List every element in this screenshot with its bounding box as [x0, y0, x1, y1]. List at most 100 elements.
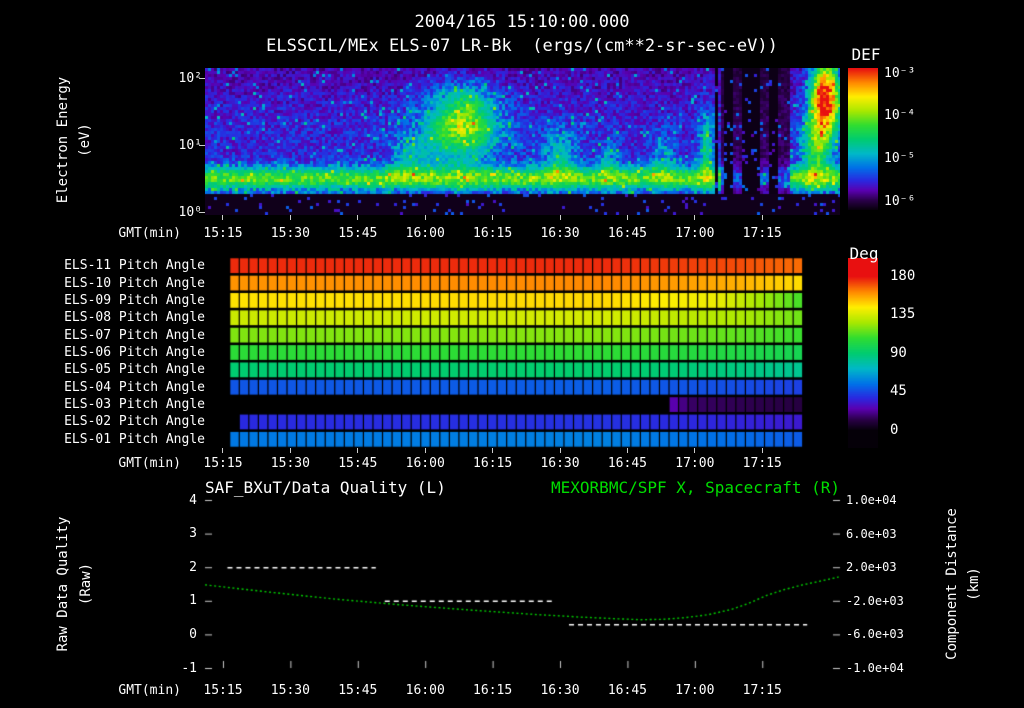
- gmt-axis-label-pitch: GMT(min): [118, 456, 181, 471]
- time-tick-spec: 17:00: [675, 225, 715, 241]
- quality-tick: 2: [189, 559, 197, 575]
- axis-tick-mark: [559, 448, 561, 453]
- time-tick-ts: 16:00: [405, 682, 445, 698]
- time-tick-ts: 16:15: [473, 682, 513, 698]
- time-tick-spec: 16:30: [540, 225, 580, 241]
- axis-tick-mark: [289, 215, 291, 220]
- gmt-axis-label-timeseries: GMT(min): [118, 683, 181, 698]
- timeseries-plot: [198, 494, 848, 678]
- time-tick-spec: 16:45: [607, 225, 647, 241]
- time-tick-spec: 15:45: [338, 225, 378, 241]
- axis-tick-mark: [694, 215, 696, 220]
- deg-colorbar-tick: 90: [890, 344, 907, 361]
- time-tick-spec: 17:15: [742, 225, 782, 241]
- spectrogram-title: ELSSCIL/MEx ELS-07 LR-Bk (ergs/(cm**2-sr…: [266, 36, 778, 56]
- axis-tick-mark: [761, 215, 763, 220]
- left-series-title: SAF_BXuT/Data Quality (L): [205, 478, 446, 497]
- time-tick-pitch: 16:30: [540, 455, 580, 471]
- time-tick-ts: 17:15: [742, 682, 782, 698]
- axis-tick-mark: [424, 215, 426, 220]
- energy-tick: 10²: [178, 70, 202, 86]
- axis-tick-mark: [199, 144, 205, 146]
- axis-tick-mark: [492, 215, 494, 220]
- def-colorbar-tick: 10⁻⁶: [884, 193, 916, 209]
- right-y-axis-units: (km): [966, 567, 982, 601]
- axis-tick-mark: [222, 215, 224, 220]
- axis-tick-mark: [289, 448, 291, 453]
- pitch-row-label: ELS-07 Pitch Angle: [64, 327, 205, 343]
- right-y-axis-title: Component Distance: [944, 508, 960, 660]
- def-colorbar-tick: 10⁻⁴: [884, 108, 916, 124]
- time-tick-pitch: 16:15: [473, 455, 513, 471]
- time-tick-pitch: 15:30: [270, 455, 310, 471]
- pitch-angle-heatmap: [205, 257, 840, 448]
- axis-tick-mark: [761, 448, 763, 453]
- axis-tick-mark: [357, 215, 359, 220]
- time-tick-ts: 17:00: [675, 682, 715, 698]
- time-tick-ts: 15:45: [338, 682, 378, 698]
- axis-tick-mark: [694, 448, 696, 453]
- left-y-axis-title: Raw Data Quality: [55, 516, 71, 652]
- def-colorbar-tick: 10⁻³: [884, 65, 916, 81]
- def-colorbar: [848, 68, 878, 210]
- pitch-row-label: ELS-01 Pitch Angle: [64, 431, 205, 447]
- axis-tick-mark: [357, 448, 359, 453]
- quality-tick: -1: [181, 660, 197, 676]
- page-title: 2004/165 15:10:00.000: [414, 12, 630, 32]
- deg-colorbar: [848, 258, 878, 448]
- gmt-axis-label-spectrogram: GMT(min): [118, 226, 181, 241]
- distance-tick: 6.0e+03: [846, 526, 897, 541]
- spectrogram-y-axis-units: (eV): [77, 123, 93, 157]
- pitch-row-label: ELS-08 Pitch Angle: [64, 310, 205, 326]
- axis-tick-mark: [199, 211, 205, 213]
- distance-tick: -2.0e+03: [846, 593, 904, 608]
- energy-tick: 10⁰: [178, 204, 202, 220]
- pitch-row-label: ELS-04 Pitch Angle: [64, 379, 205, 395]
- time-tick-pitch: 16:45: [607, 455, 647, 471]
- pitch-row-label: ELS-06 Pitch Angle: [64, 345, 205, 360]
- pitch-row-label: ELS-03 Pitch Angle: [64, 397, 205, 413]
- left-y-axis-units: (Raw): [78, 562, 94, 606]
- electron-spectrogram-heatmap: [205, 68, 840, 215]
- time-tick-ts: 15:15: [203, 682, 243, 698]
- axis-tick-mark: [626, 448, 628, 453]
- axis-tick-mark: [626, 215, 628, 220]
- axis-tick-mark: [424, 448, 426, 453]
- pitch-row-label: ELS-11 Pitch Angle: [64, 258, 205, 274]
- time-tick-pitch: 17:15: [742, 455, 782, 471]
- spectrogram-y-axis-title: Electron Energy: [55, 76, 71, 204]
- time-tick-spec: 16:15: [473, 225, 513, 241]
- time-tick-spec: 16:00: [405, 225, 445, 241]
- deg-colorbar-tick: 45: [890, 383, 907, 400]
- quality-tick: 3: [189, 526, 197, 542]
- time-tick-pitch: 16:00: [405, 455, 445, 471]
- pitch-row-label: ELS-09 Pitch Angle: [64, 292, 205, 308]
- time-tick-spec: 15:30: [270, 225, 310, 241]
- time-tick-pitch: 15:45: [338, 455, 378, 471]
- deg-colorbar-title: Deg: [849, 244, 879, 263]
- distance-tick: -6.0e+03: [846, 627, 904, 642]
- time-tick-ts: 16:30: [540, 682, 580, 698]
- right-series-title: MEXORBMC/SPF X, Spacecraft (R): [551, 478, 840, 497]
- deg-colorbar-tick: 180: [890, 267, 916, 284]
- distance-tick: -1.0e+04: [846, 661, 904, 675]
- quality-tick: 4: [189, 492, 197, 508]
- quality-tick: 1: [189, 593, 197, 609]
- time-tick-ts: 16:45: [607, 682, 647, 698]
- time-tick-spec: 15:15: [203, 225, 243, 241]
- energy-tick: 10¹: [178, 137, 202, 153]
- deg-colorbar-tick: 0: [890, 422, 899, 438]
- def-colorbar-tick: 10⁻⁵: [884, 150, 916, 166]
- axis-tick-mark: [199, 77, 205, 79]
- axis-tick-mark: [492, 448, 494, 453]
- deg-colorbar-tick: 135: [890, 306, 916, 323]
- axis-tick-mark: [222, 448, 224, 453]
- time-tick-ts: 15:30: [270, 682, 310, 698]
- pitch-row-label: ELS-05 Pitch Angle: [64, 362, 205, 378]
- pitch-row-label: ELS-02 Pitch Angle: [64, 414, 205, 430]
- distance-tick: 2.0e+03: [846, 560, 897, 575]
- distance-tick: 1.0e+04: [846, 493, 897, 507]
- time-tick-pitch: 15:15: [203, 455, 243, 471]
- pitch-row-label: ELS-10 Pitch Angle: [64, 275, 205, 291]
